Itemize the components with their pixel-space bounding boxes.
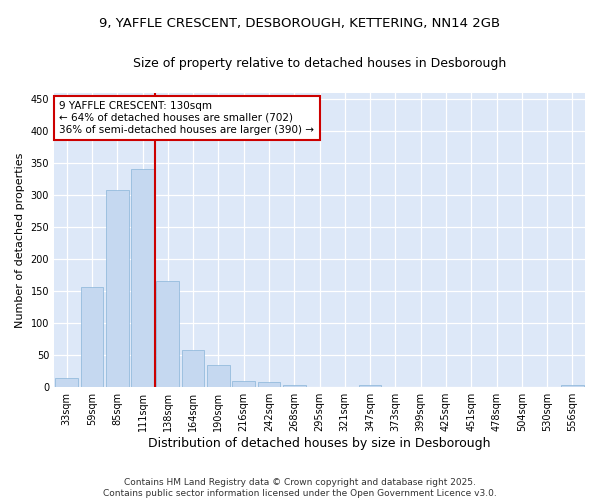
Bar bbox=[157, 282, 179, 387]
Bar bbox=[384, 386, 407, 387]
Text: 9, YAFFLE CRESCENT, DESBOROUGH, KETTERING, NN14 2GB: 9, YAFFLE CRESCENT, DESBOROUGH, KETTERIN… bbox=[100, 18, 500, 30]
Bar bbox=[106, 190, 128, 387]
Bar bbox=[232, 381, 255, 387]
Title: Size of property relative to detached houses in Desborough: Size of property relative to detached ho… bbox=[133, 58, 506, 70]
Bar bbox=[55, 378, 78, 387]
Bar bbox=[257, 382, 280, 387]
Text: Contains HM Land Registry data © Crown copyright and database right 2025.
Contai: Contains HM Land Registry data © Crown c… bbox=[103, 478, 497, 498]
Bar bbox=[207, 365, 230, 387]
Bar bbox=[80, 288, 103, 387]
Bar bbox=[308, 386, 331, 387]
Bar bbox=[182, 350, 205, 387]
Y-axis label: Number of detached properties: Number of detached properties bbox=[15, 152, 25, 328]
X-axis label: Distribution of detached houses by size in Desborough: Distribution of detached houses by size … bbox=[148, 437, 491, 450]
Bar bbox=[131, 170, 154, 387]
Bar bbox=[359, 386, 382, 387]
Text: 9 YAFFLE CRESCENT: 130sqm
← 64% of detached houses are smaller (702)
36% of semi: 9 YAFFLE CRESCENT: 130sqm ← 64% of detac… bbox=[59, 102, 314, 134]
Bar bbox=[409, 386, 432, 387]
Bar bbox=[283, 384, 305, 387]
Bar bbox=[561, 386, 584, 387]
